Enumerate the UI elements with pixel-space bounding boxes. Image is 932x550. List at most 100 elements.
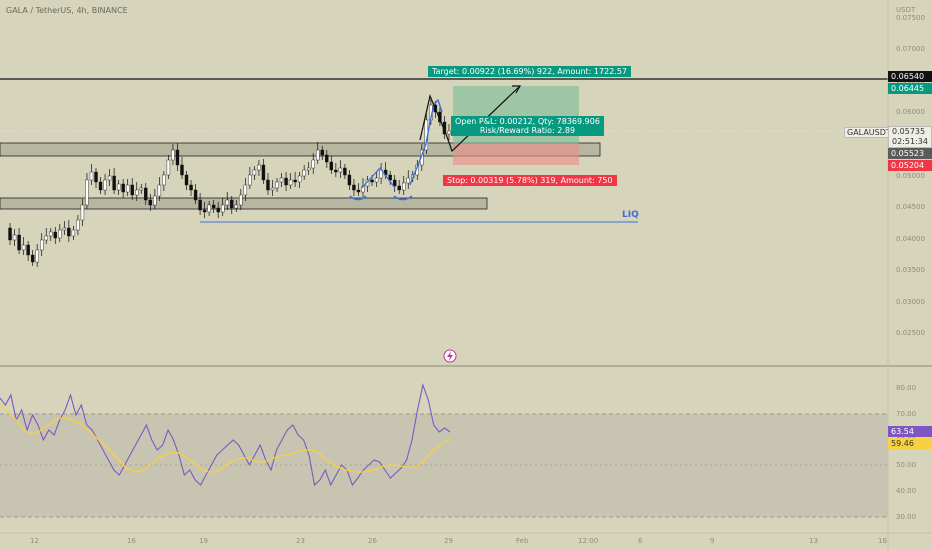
candle-body — [193, 189, 198, 201]
candle-body — [211, 204, 216, 209]
candle-body — [157, 184, 162, 197]
candle-body — [306, 167, 311, 171]
candle-body — [221, 204, 225, 213]
candle-body — [388, 174, 392, 181]
price-tick-label: 0.07500 — [896, 14, 925, 22]
time-tick-label: 23 — [296, 537, 305, 545]
candle-body — [279, 177, 284, 183]
last-price-box: 0.05735 02:51:34 — [888, 126, 932, 148]
range-box-lower — [0, 197, 488, 210]
candle-body — [207, 204, 211, 213]
candle-body — [94, 171, 98, 183]
rsi-band — [0, 414, 888, 517]
candle-body — [202, 209, 207, 213]
projection-arrow — [512, 85, 522, 94]
candle-body — [30, 254, 35, 263]
candle-body — [338, 167, 343, 173]
candle-body — [320, 149, 324, 156]
price-tick-label: 0.04500 — [896, 203, 925, 211]
candle-body — [293, 179, 297, 183]
candle-body — [49, 231, 53, 237]
liq-label: LIQ — [622, 210, 639, 220]
candle-body — [329, 161, 334, 171]
symbol-title: GALA / TetherUS, 4h, BINANCE — [6, 6, 128, 15]
time-tick-label: 16 — [127, 537, 136, 545]
candle-body — [288, 179, 293, 186]
candle-body — [67, 227, 71, 237]
price-tick-label: 0.05000 — [896, 172, 925, 180]
candle-body — [98, 181, 103, 191]
candle-body — [125, 184, 130, 193]
candle-body — [447, 130, 451, 135]
candle-body — [162, 174, 166, 186]
candle-body — [76, 219, 80, 231]
time-tick-label: 26 — [368, 537, 377, 545]
candle-body — [347, 174, 352, 186]
time-tick-label: 12 — [30, 537, 39, 545]
candle-body — [261, 164, 266, 181]
candle-body — [230, 199, 234, 209]
currency-label: USDT — [896, 6, 916, 14]
candle-body — [144, 187, 148, 201]
candle-body — [135, 189, 139, 196]
rsi-ma-line — [0, 404, 451, 473]
candle-body — [334, 169, 338, 173]
candle-body — [8, 227, 12, 241]
candle-body — [116, 183, 121, 191]
candle-body — [225, 199, 229, 206]
rsi-tick-label: 40.00 — [896, 487, 917, 495]
time-tick-label: 13 — [809, 537, 818, 545]
candle-body — [175, 149, 180, 166]
candle-body — [234, 204, 238, 209]
time-tick-label: 16 — [878, 537, 887, 545]
candle-body — [266, 179, 270, 191]
candle-body — [166, 159, 171, 176]
bar-countdown: 02:51:34 — [892, 137, 928, 146]
candle-body — [356, 189, 361, 193]
candle-body — [297, 175, 302, 183]
pattern-curve-right — [393, 195, 413, 201]
rsi-tick-label: 70.00 — [896, 410, 917, 418]
candle-body — [107, 175, 112, 181]
candle-body — [80, 204, 85, 221]
risk-reward-label: Risk/Reward Ratio: 2.89 — [479, 126, 576, 135]
candle-body — [257, 164, 261, 171]
candle-body — [26, 244, 30, 256]
open-pnl-label: Open P&L: 0.00212, Qty: 78369.906 — [455, 117, 600, 126]
price-tag-target: 0.06445 — [888, 83, 932, 94]
candle-body — [180, 164, 184, 176]
candle-body — [343, 167, 347, 176]
candle-body — [406, 177, 410, 184]
pattern-shoulder — [361, 167, 396, 189]
price-tag-top-level: 0.06540 — [888, 71, 932, 82]
candle-body — [243, 184, 248, 196]
price-tick-label: 0.06000 — [896, 108, 925, 116]
candle-body — [270, 187, 275, 191]
time-tick-label: 29 — [444, 537, 453, 545]
candle-body — [252, 169, 257, 176]
candle-body — [153, 195, 157, 206]
price-tick-label: 0.03500 — [896, 266, 925, 274]
price-tag-entry: 0.05523 — [888, 148, 932, 159]
pattern-leg — [409, 98, 443, 186]
candle-body — [40, 239, 44, 251]
candle-body — [53, 231, 57, 239]
candle-body — [374, 177, 379, 183]
stop-zone — [453, 143, 579, 165]
symbol-tag: GALAUSDT — [844, 127, 894, 138]
candle-body — [21, 244, 26, 251]
candle-body — [239, 194, 243, 206]
candle-body — [302, 169, 306, 177]
candle-body — [284, 177, 288, 186]
time-tick-label: 6 — [638, 537, 643, 545]
candle-body — [171, 149, 175, 161]
candle-body — [392, 179, 397, 187]
last-price: 0.05735 — [892, 127, 926, 136]
price-tick-label: 0.03000 — [896, 298, 925, 306]
candle-body — [148, 199, 153, 206]
candle-body — [352, 184, 356, 191]
rsi-value-tag: 63.54 — [888, 426, 932, 437]
candle-body — [112, 175, 116, 191]
